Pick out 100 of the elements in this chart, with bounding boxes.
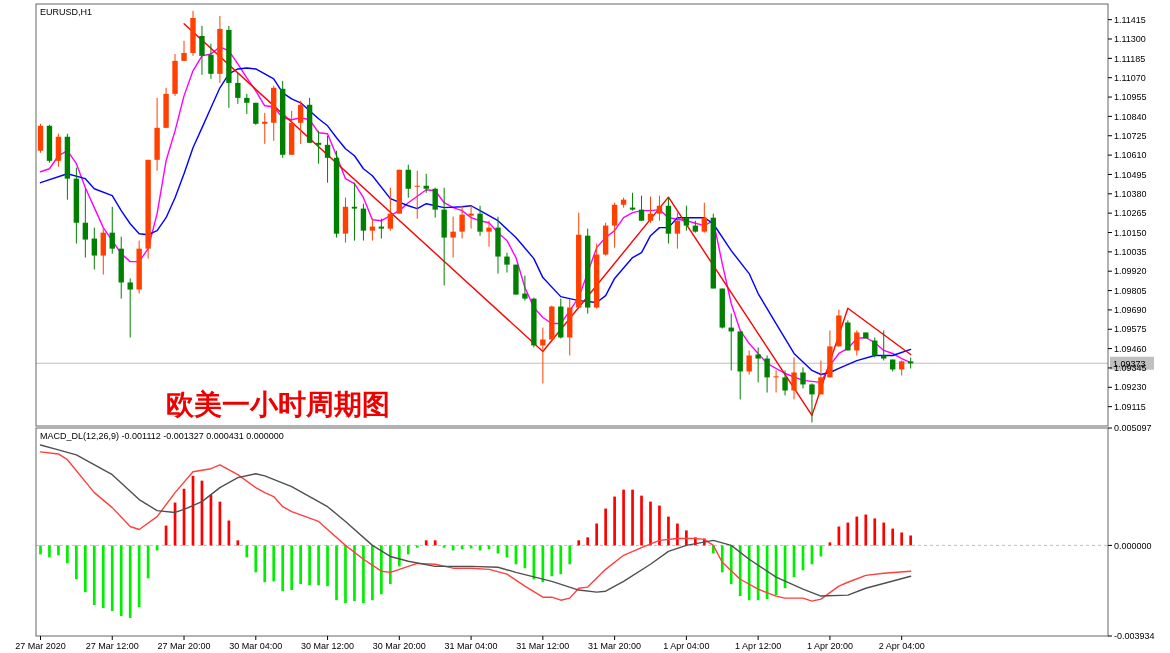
bar xyxy=(900,532,904,546)
candlestick xyxy=(656,195,663,222)
bar xyxy=(729,545,733,585)
x-tick-label: 30 Mar 20:00 xyxy=(372,641,426,651)
candlestick xyxy=(638,195,645,222)
y-tick-label: 1.10610 xyxy=(1114,150,1147,161)
candlestick xyxy=(387,187,394,232)
candlestick xyxy=(82,188,89,259)
bar xyxy=(640,495,643,546)
annotation: 欧美一小时周期图 xyxy=(166,389,390,420)
candlestick xyxy=(244,93,250,115)
bar xyxy=(326,545,329,587)
bar xyxy=(66,545,69,564)
candlestick xyxy=(647,196,654,224)
x-tick-label: 30 Mar 04:00 xyxy=(229,641,283,651)
candlestick xyxy=(701,202,708,234)
y-tick-label: 0.005097 xyxy=(1114,423,1152,434)
bar xyxy=(424,540,428,546)
bar xyxy=(550,545,554,577)
bar xyxy=(128,545,132,618)
candlestick xyxy=(324,135,331,184)
bar xyxy=(568,545,572,565)
bar xyxy=(362,545,365,604)
candlestick xyxy=(800,366,806,389)
bar xyxy=(658,505,661,546)
y-tick-label: 1.11415 xyxy=(1114,14,1146,25)
bar xyxy=(281,545,285,592)
y-tick-label: 1.10725 xyxy=(1114,130,1147,141)
y-tick-label: 1.09575 xyxy=(1114,324,1147,335)
bar xyxy=(595,523,599,546)
bar xyxy=(236,540,240,546)
candlestick xyxy=(746,349,752,376)
candlestick xyxy=(773,369,779,394)
bar xyxy=(882,522,886,546)
y-tick-label: 1.11070 xyxy=(1114,72,1146,83)
y-tick-label: 1.10840 xyxy=(1114,111,1147,122)
bar xyxy=(622,489,625,546)
candlestick xyxy=(755,346,761,383)
bar xyxy=(317,545,320,586)
bar xyxy=(738,545,742,597)
bar xyxy=(577,540,581,546)
y-tick-label: 0.000000 xyxy=(1114,540,1152,551)
candlestick xyxy=(414,170,420,220)
y-tick-label: -0.003934 xyxy=(1114,631,1155,642)
candlestick xyxy=(360,203,367,242)
candlestick xyxy=(351,182,358,242)
bar xyxy=(57,545,60,556)
bar xyxy=(676,523,679,546)
candlestick xyxy=(818,360,824,395)
candlestick xyxy=(854,329,860,356)
candlestick xyxy=(127,277,133,338)
x-tick-label: 31 Mar 04:00 xyxy=(444,641,498,651)
bar xyxy=(119,545,123,617)
bar xyxy=(39,545,42,555)
candlestick xyxy=(486,220,492,248)
bar xyxy=(353,545,356,602)
candlestick xyxy=(423,173,429,194)
candlestick xyxy=(432,187,438,219)
bar xyxy=(272,545,276,582)
y-tick-label: 1.09805 xyxy=(1114,285,1147,296)
bar xyxy=(891,528,895,546)
bar xyxy=(344,545,347,604)
candlestick xyxy=(468,205,474,230)
candlestick xyxy=(109,206,115,255)
candlestick xyxy=(522,275,528,302)
candlestick xyxy=(378,218,385,240)
bar xyxy=(75,545,78,580)
bar xyxy=(747,545,751,601)
candlestick xyxy=(297,100,304,145)
candlestick xyxy=(504,252,510,274)
bar xyxy=(864,514,868,546)
candlestick xyxy=(611,202,618,249)
bar xyxy=(110,545,114,612)
y-tick-label: 1.09115 xyxy=(1114,401,1146,412)
y-tick-label: 1.09690 xyxy=(1114,305,1147,316)
y-tick-label: 1.11300 xyxy=(1114,34,1146,45)
candlestick xyxy=(208,43,214,80)
y-tick-label: 1.10380 xyxy=(1114,189,1147,199)
bar xyxy=(415,545,419,548)
candlestick xyxy=(262,112,268,145)
candlestick xyxy=(199,25,205,76)
bar xyxy=(48,545,51,558)
x-tick-label: 31 Mar 20:00 xyxy=(588,641,642,651)
candlestick xyxy=(91,227,97,271)
x-tick-label: 1 Apr 20:00 xyxy=(806,641,853,651)
candlestick xyxy=(405,164,411,199)
candlestick xyxy=(674,212,681,250)
bar xyxy=(873,518,877,546)
bar xyxy=(559,545,563,575)
candlestick xyxy=(450,216,456,259)
bar xyxy=(433,540,437,546)
bar xyxy=(101,545,105,609)
chart-title: EURUSD,H1 xyxy=(40,7,93,17)
candlestick xyxy=(881,329,887,362)
x-tick-label: 31 Mar 12:00 xyxy=(516,641,570,651)
bar xyxy=(541,545,545,583)
x-tick-label: 1 Apr 12:00 xyxy=(735,641,782,651)
bar xyxy=(92,545,96,606)
bar xyxy=(586,537,590,546)
candlestick xyxy=(369,218,376,242)
